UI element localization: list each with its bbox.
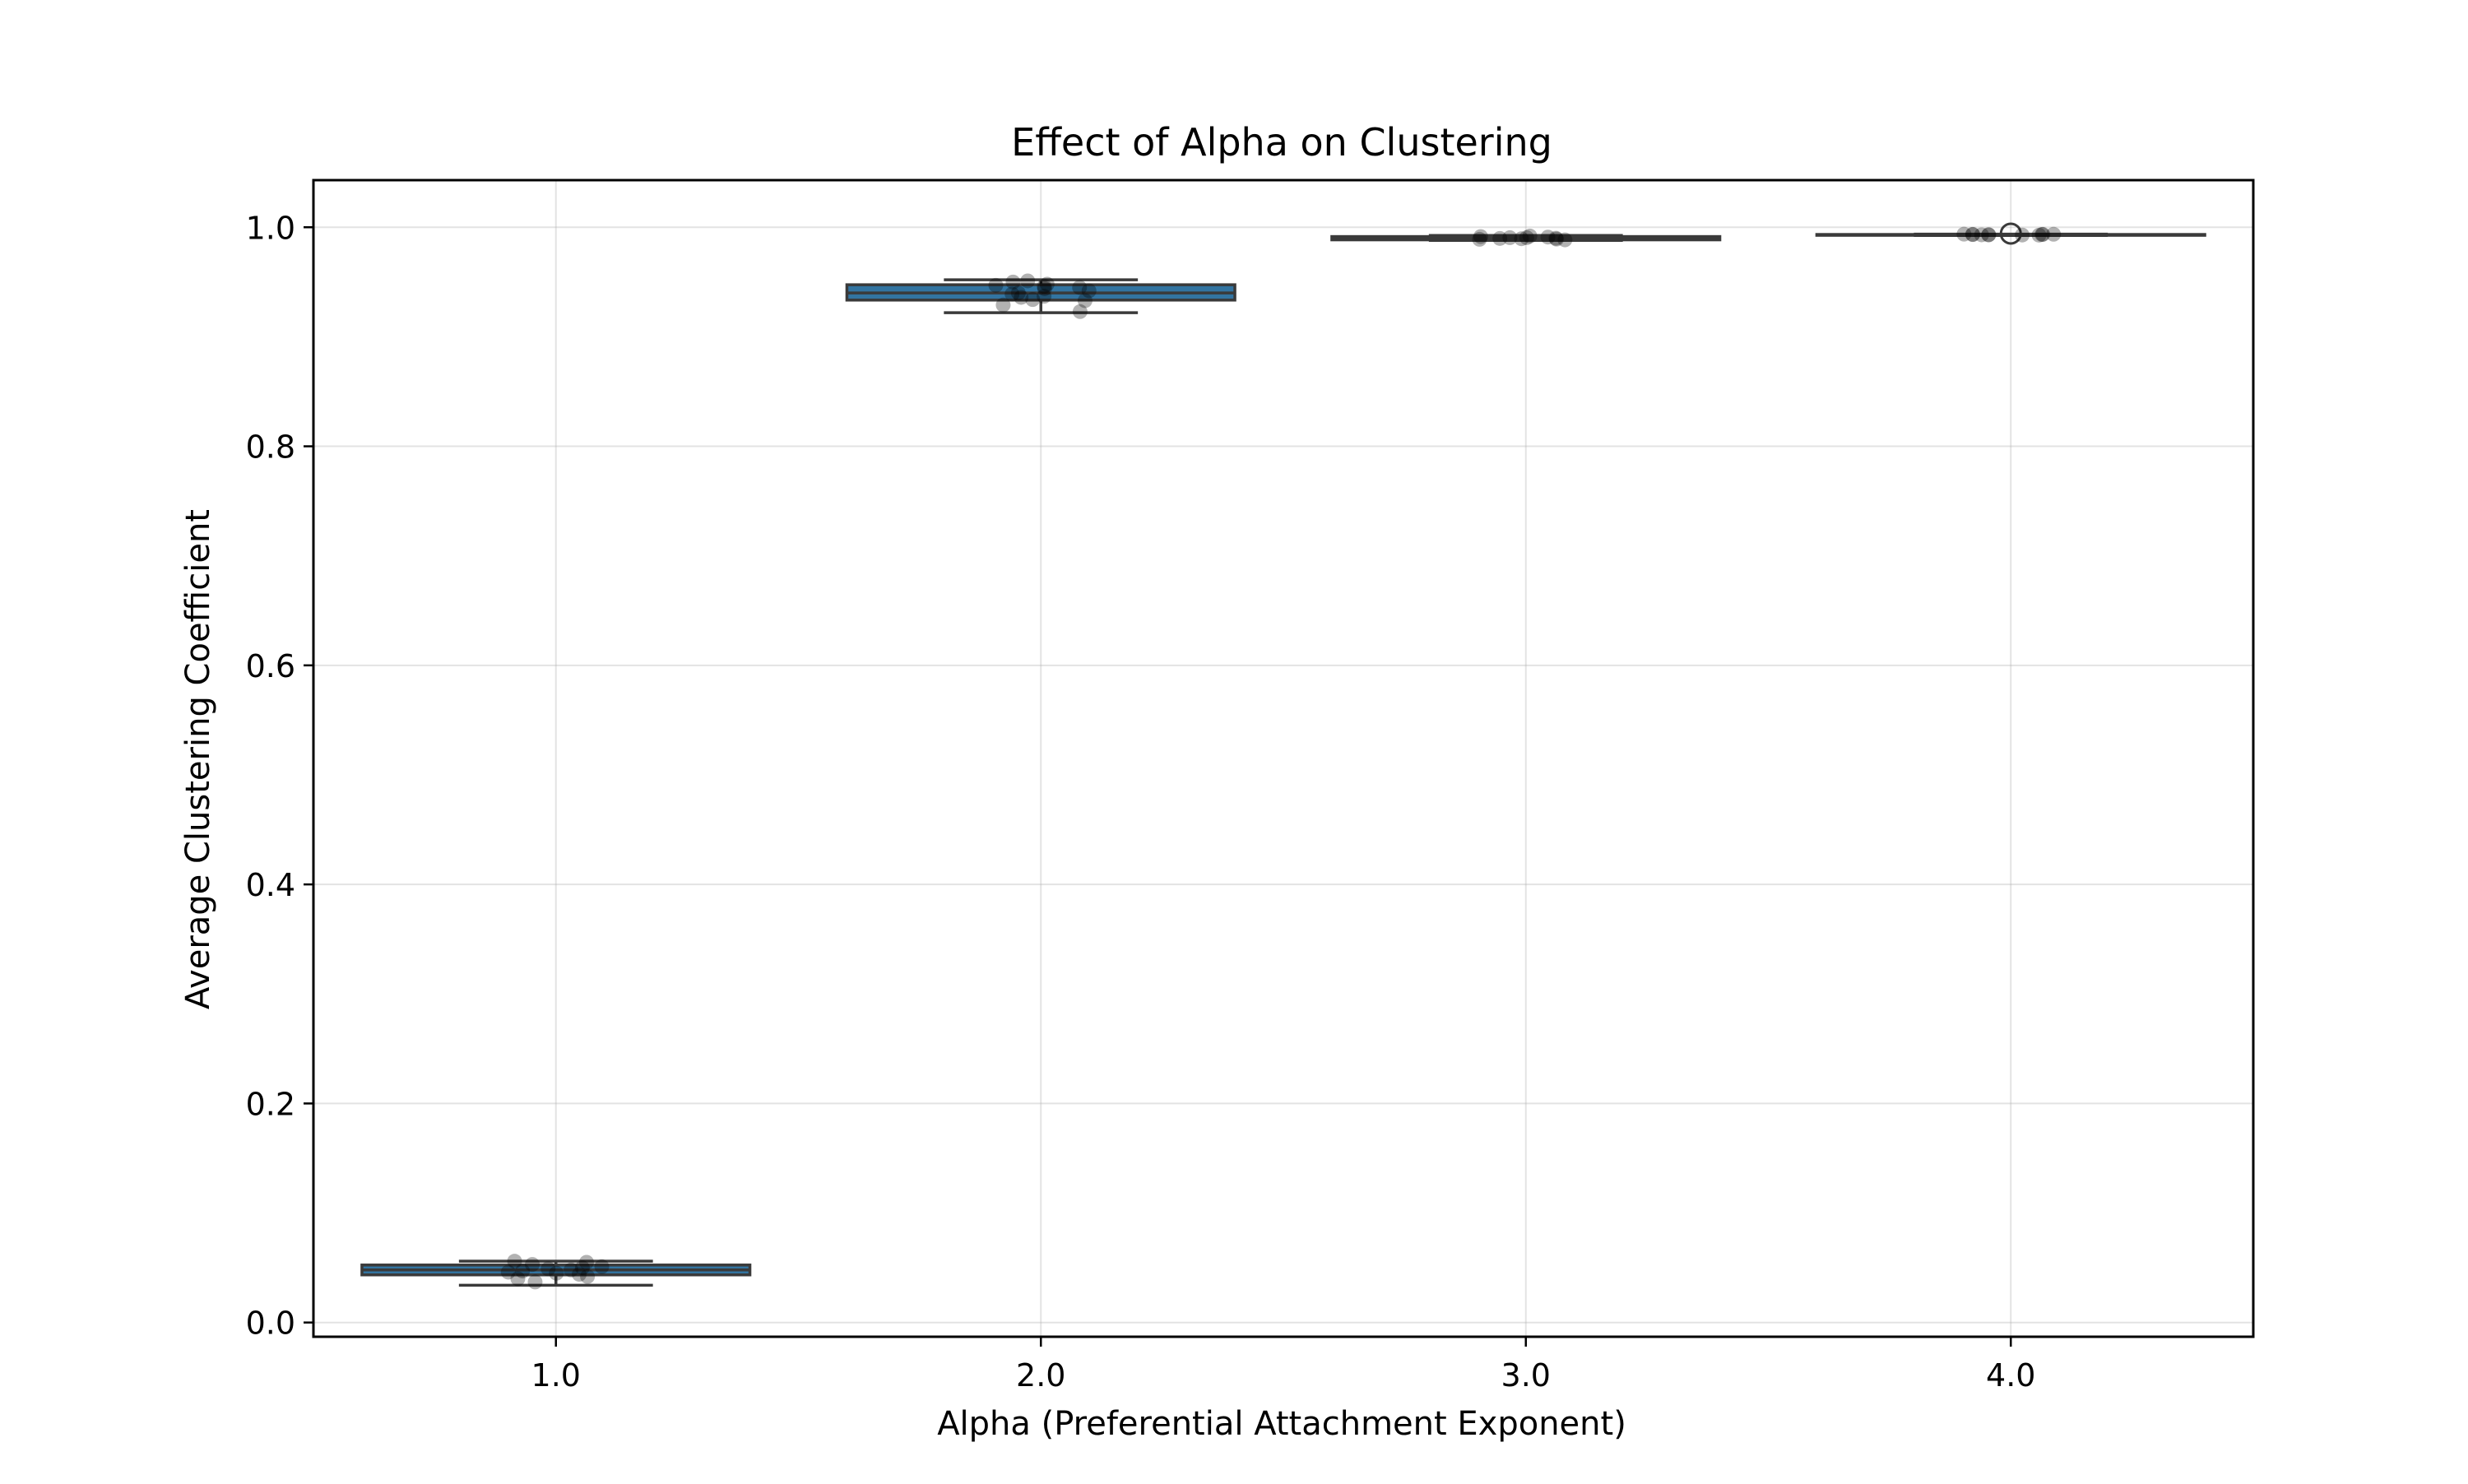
data-point bbox=[1472, 231, 1487, 247]
data-point bbox=[580, 1268, 596, 1284]
data-point bbox=[594, 1259, 610, 1274]
data-point bbox=[1072, 280, 1088, 295]
data-point bbox=[1010, 285, 1026, 301]
x-tick-label: 1.0 bbox=[531, 1357, 581, 1394]
data-point bbox=[515, 1264, 531, 1279]
data-point bbox=[1081, 283, 1097, 299]
data-point bbox=[1965, 227, 1980, 243]
data-point bbox=[1956, 226, 1972, 242]
data-point bbox=[2046, 226, 2062, 242]
data-point bbox=[564, 1262, 579, 1278]
data-point bbox=[1548, 230, 1564, 246]
data-point bbox=[2034, 227, 2050, 243]
data-point bbox=[1473, 229, 1488, 244]
data-point bbox=[525, 1257, 540, 1273]
data-point bbox=[988, 277, 1004, 293]
data-point bbox=[1974, 227, 1989, 243]
y-tick-label: 0.6 bbox=[246, 648, 295, 684]
y-tick-label: 0.8 bbox=[246, 429, 295, 466]
data-point bbox=[1037, 279, 1052, 294]
data-point bbox=[510, 1271, 526, 1287]
data-point bbox=[1037, 289, 1052, 304]
data-point bbox=[1965, 226, 1980, 242]
data-point bbox=[500, 1264, 516, 1280]
data-point bbox=[1981, 227, 1997, 243]
data-point bbox=[1519, 230, 1534, 245]
data-point bbox=[1025, 292, 1041, 308]
data-point bbox=[2015, 227, 2030, 243]
data-point bbox=[507, 1254, 522, 1269]
data-point bbox=[1004, 286, 1020, 302]
data-point bbox=[1522, 228, 1538, 243]
data-point bbox=[578, 1254, 594, 1270]
data-point bbox=[1037, 281, 1052, 296]
data-point bbox=[1540, 230, 1556, 245]
data-point bbox=[1981, 227, 1997, 243]
data-point bbox=[2031, 227, 2047, 243]
data-point bbox=[1020, 273, 1036, 289]
x-tick-label: 2.0 bbox=[1016, 1357, 1065, 1394]
data-point bbox=[1492, 230, 1508, 246]
outlier-point bbox=[1999, 222, 2022, 245]
data-point bbox=[1014, 290, 1029, 305]
data-point bbox=[572, 1267, 587, 1282]
x-axis-label: Alpha (Preferential Attachment Exponent) bbox=[937, 1405, 1626, 1443]
data-point bbox=[1502, 230, 1518, 245]
data-point bbox=[527, 1274, 543, 1290]
data-point bbox=[1514, 231, 1529, 247]
x-tick-label: 3.0 bbox=[1501, 1357, 1551, 1394]
data-point bbox=[1072, 304, 1088, 319]
x-tick-label: 4.0 bbox=[1986, 1357, 2035, 1394]
y-axis-label: Average Clustering Coefficient bbox=[179, 509, 217, 1009]
y-tick-label: 0.4 bbox=[246, 867, 295, 903]
y-tick-label: 1.0 bbox=[246, 210, 295, 246]
chart-title: Effect of Alpha on Clustering bbox=[1011, 120, 1552, 165]
y-tick-label: 0.2 bbox=[246, 1086, 295, 1122]
data-point bbox=[1549, 231, 1565, 247]
data-point bbox=[540, 1261, 556, 1277]
plot-frame bbox=[312, 179, 2255, 1338]
data-point bbox=[1077, 293, 1093, 308]
data-point bbox=[1557, 232, 1573, 248]
data-point bbox=[1005, 274, 1021, 290]
data-point bbox=[995, 297, 1011, 313]
data-point bbox=[549, 1265, 564, 1281]
data-point bbox=[574, 1260, 590, 1276]
data-point bbox=[1039, 276, 1055, 292]
y-tick-label: 0.0 bbox=[246, 1305, 295, 1342]
data-point bbox=[2035, 226, 2051, 242]
